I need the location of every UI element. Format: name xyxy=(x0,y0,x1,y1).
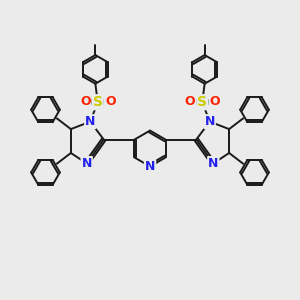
Text: O: O xyxy=(105,95,116,108)
Text: N: N xyxy=(145,160,155,173)
Text: N: N xyxy=(82,157,92,170)
Text: S: S xyxy=(197,95,207,109)
Text: N: N xyxy=(205,115,215,128)
Text: O: O xyxy=(184,95,195,108)
Text: O: O xyxy=(80,95,91,108)
Text: O: O xyxy=(209,95,220,108)
Text: S: S xyxy=(93,95,103,109)
Text: N: N xyxy=(208,157,218,170)
Text: N: N xyxy=(85,115,95,128)
